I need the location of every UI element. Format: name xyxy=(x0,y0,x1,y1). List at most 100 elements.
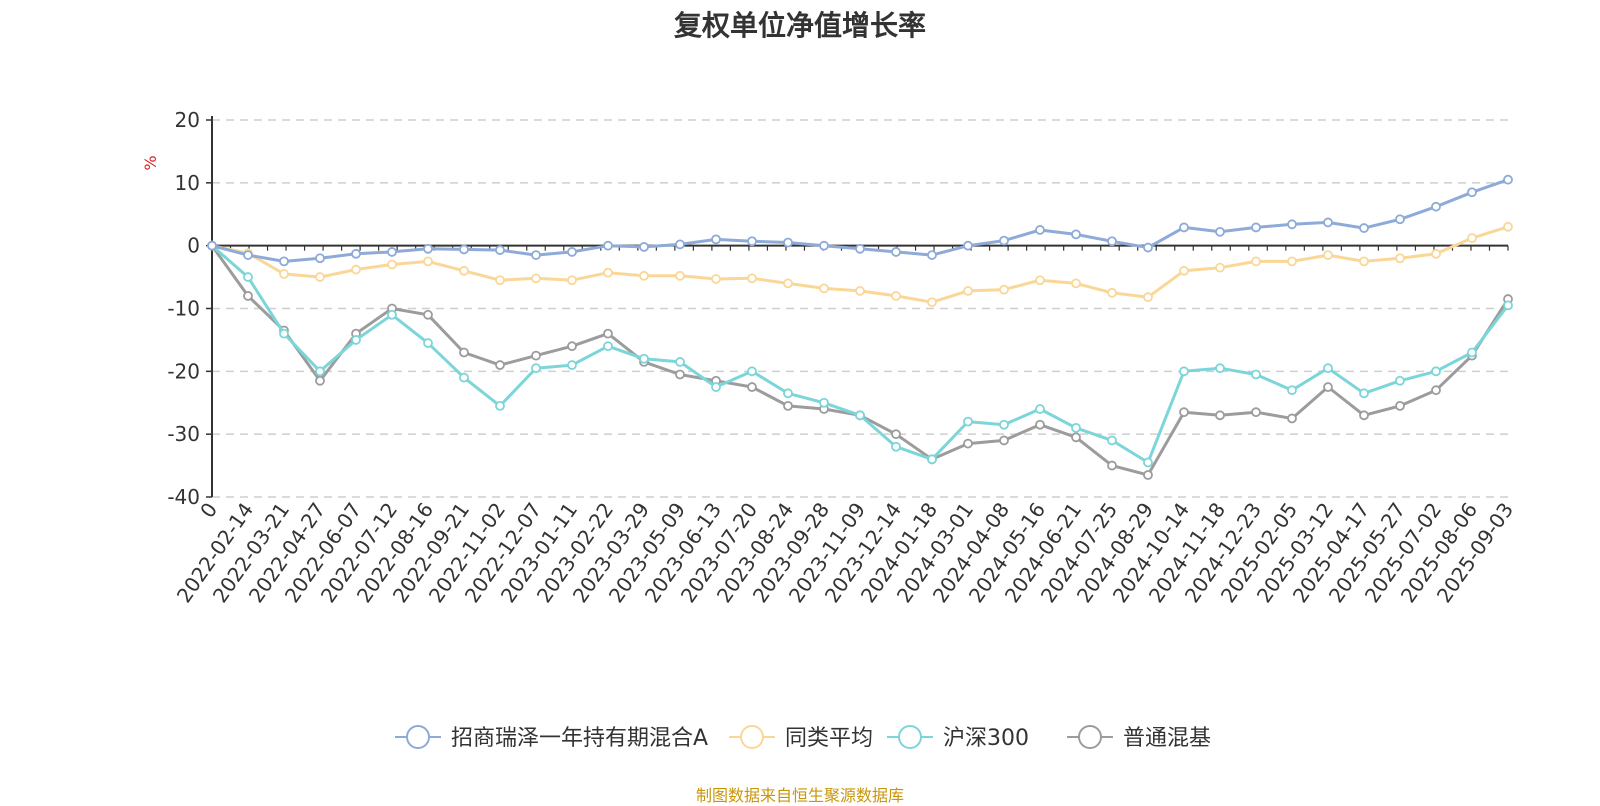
data-point xyxy=(567,247,577,257)
data-point xyxy=(423,256,433,267)
legend-label: 沪深300 xyxy=(943,726,1029,751)
data-point xyxy=(495,400,505,411)
data-point xyxy=(819,283,829,294)
data-point xyxy=(639,270,649,281)
legend-label: 普通混基 xyxy=(1123,726,1211,751)
data-point xyxy=(1359,388,1369,399)
data-point xyxy=(351,248,361,259)
data-point xyxy=(855,243,865,254)
chart-title: 复权单位净值增长率 xyxy=(673,9,926,42)
data-point xyxy=(999,284,1009,295)
data-point xyxy=(1107,460,1117,471)
data-point xyxy=(1395,400,1405,411)
legend-label: 同类平均 xyxy=(785,726,873,751)
data-point xyxy=(711,382,721,392)
data-point xyxy=(675,369,685,380)
data-point xyxy=(675,270,685,281)
data-point xyxy=(747,273,757,284)
data-point xyxy=(279,269,289,279)
data-point xyxy=(603,328,613,339)
data-point xyxy=(783,278,793,289)
data-point xyxy=(459,372,469,383)
data-point xyxy=(423,243,433,254)
data-point xyxy=(1323,363,1333,374)
data-point xyxy=(387,259,397,270)
series-line xyxy=(211,244,1510,464)
legend-item[interactable]: 沪深300 xyxy=(887,725,1029,751)
data-point xyxy=(603,341,613,352)
data-point xyxy=(711,234,721,245)
data-point xyxy=(1431,366,1441,377)
legend[interactable]: 招商瑞泽一年持有期混合A 同类平均 沪深300 普通混基 xyxy=(395,725,1211,751)
data-point xyxy=(747,382,757,392)
legend-item[interactable]: 招商瑞泽一年持有期混合A xyxy=(395,725,708,751)
data-point xyxy=(999,435,1009,446)
data-point xyxy=(1179,366,1189,377)
data-point xyxy=(243,250,253,260)
legend-item[interactable]: 普通混基 xyxy=(1067,725,1211,751)
data-point xyxy=(1215,363,1225,374)
y-axis-unit-label: % xyxy=(141,155,160,170)
data-point xyxy=(1503,221,1513,232)
y-tick-label: -30 xyxy=(167,422,200,446)
data-point xyxy=(459,244,469,255)
data-point xyxy=(531,350,541,361)
y-tick-label: 10 xyxy=(175,171,200,195)
data-point xyxy=(1467,233,1477,244)
data-point xyxy=(1431,201,1441,212)
data-point xyxy=(567,275,577,286)
legend-marker xyxy=(740,725,764,749)
data-point xyxy=(1107,435,1117,446)
data-point xyxy=(1179,265,1189,276)
data-point xyxy=(963,438,973,449)
data-point xyxy=(1323,382,1333,392)
data-point xyxy=(315,366,325,377)
data-point xyxy=(1071,229,1081,240)
data-point xyxy=(531,363,541,374)
data-point xyxy=(1359,256,1369,267)
y-tick-label: -20 xyxy=(167,359,200,383)
data-point xyxy=(1215,262,1225,273)
data-point xyxy=(1107,287,1117,298)
data-point xyxy=(1179,407,1189,418)
data-point xyxy=(1251,369,1261,380)
legend-marker xyxy=(406,725,430,749)
data-point xyxy=(207,240,217,251)
data-point xyxy=(783,237,793,248)
y-tick-label: 20 xyxy=(175,108,200,132)
data-point xyxy=(891,429,901,440)
data-point xyxy=(459,347,469,358)
data-point xyxy=(999,419,1009,430)
data-point xyxy=(1467,347,1477,358)
legend-item[interactable]: 同类平均 xyxy=(729,725,873,751)
data-point xyxy=(927,250,937,260)
data-point xyxy=(747,236,757,247)
data-point xyxy=(711,274,721,284)
x-tick-label: 0 xyxy=(195,498,222,522)
data-point xyxy=(459,265,469,276)
data-point xyxy=(387,309,397,320)
data-point xyxy=(783,388,793,399)
data-point xyxy=(495,360,505,370)
data-point xyxy=(639,353,649,364)
data-point xyxy=(675,357,685,367)
data-point xyxy=(1323,217,1333,228)
y-tick-label: -40 xyxy=(167,485,200,509)
data-point xyxy=(315,253,325,264)
data-point xyxy=(567,360,577,370)
data-point xyxy=(639,242,649,252)
data-point xyxy=(279,256,289,267)
data-point xyxy=(351,335,361,345)
data-point xyxy=(1395,375,1405,386)
data-point xyxy=(531,273,541,284)
data-point xyxy=(1215,226,1225,237)
data-point xyxy=(963,240,973,251)
data-point xyxy=(1143,242,1153,253)
data-point xyxy=(279,328,289,339)
data-point xyxy=(495,245,505,255)
data-point xyxy=(531,250,541,260)
data-point xyxy=(927,297,937,308)
data-point xyxy=(1251,256,1261,267)
data-point xyxy=(1287,256,1297,267)
data-point xyxy=(1143,292,1153,303)
